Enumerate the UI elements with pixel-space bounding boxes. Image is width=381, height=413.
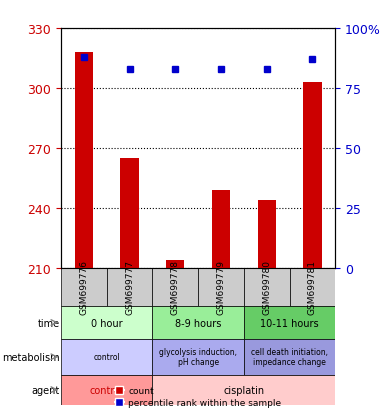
FancyBboxPatch shape <box>61 306 152 339</box>
FancyBboxPatch shape <box>290 268 335 306</box>
Bar <box>212 190 230 268</box>
Text: GSM699780: GSM699780 <box>262 260 271 315</box>
Text: GSM699779: GSM699779 <box>216 260 226 315</box>
Text: GSM699776: GSM699776 <box>79 260 88 315</box>
Text: GSM699777: GSM699777 <box>125 260 134 315</box>
Text: cisplatin: cisplatin <box>223 385 264 395</box>
Bar <box>75 53 93 268</box>
Text: 0 hour: 0 hour <box>91 318 123 328</box>
Bar <box>258 200 276 268</box>
FancyBboxPatch shape <box>244 339 335 375</box>
Text: 8-9 hours: 8-9 hours <box>175 318 221 328</box>
Text: 10-11 hours: 10-11 hours <box>260 318 319 328</box>
Text: GSM699781: GSM699781 <box>308 260 317 315</box>
Text: control: control <box>90 385 123 395</box>
FancyBboxPatch shape <box>152 268 198 306</box>
FancyBboxPatch shape <box>152 339 244 375</box>
Bar <box>303 83 322 268</box>
Text: GSM699778: GSM699778 <box>171 260 180 315</box>
FancyBboxPatch shape <box>198 268 244 306</box>
Text: glycolysis induction,
pH change: glycolysis induction, pH change <box>159 347 237 367</box>
FancyBboxPatch shape <box>152 375 335 405</box>
FancyBboxPatch shape <box>107 268 152 306</box>
Text: control: control <box>93 352 120 361</box>
Text: agent: agent <box>32 385 60 395</box>
Text: time: time <box>38 318 60 328</box>
Legend: count, percentile rank within the sample: count, percentile rank within the sample <box>113 384 283 408</box>
FancyBboxPatch shape <box>61 375 152 405</box>
FancyBboxPatch shape <box>61 339 152 375</box>
Text: metabolism: metabolism <box>2 352 60 362</box>
Bar <box>120 159 139 268</box>
FancyBboxPatch shape <box>152 306 244 339</box>
FancyBboxPatch shape <box>244 268 290 306</box>
FancyBboxPatch shape <box>61 268 107 306</box>
Bar <box>166 260 184 268</box>
Text: cell death initiation,
impedance change: cell death initiation, impedance change <box>251 347 328 367</box>
FancyBboxPatch shape <box>244 306 335 339</box>
